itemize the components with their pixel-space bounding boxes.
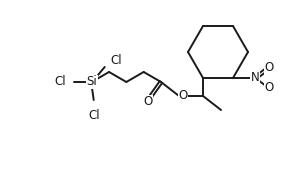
- Text: O: O: [178, 90, 188, 102]
- Text: Cl: Cl: [111, 54, 122, 68]
- Text: Cl: Cl: [88, 109, 99, 122]
- Text: Si: Si: [86, 75, 97, 88]
- Text: O: O: [264, 81, 274, 95]
- Text: O: O: [264, 62, 274, 74]
- Text: O: O: [143, 96, 153, 108]
- Text: N: N: [251, 71, 259, 85]
- Text: Cl: Cl: [54, 75, 66, 88]
